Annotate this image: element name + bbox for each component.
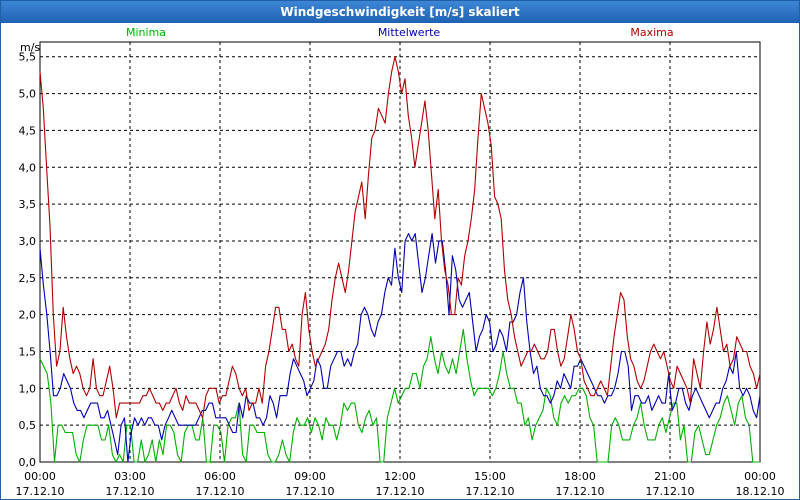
- x-tick-time: 00:00: [744, 470, 776, 483]
- y-tick-label: 0,0: [19, 456, 37, 469]
- x-tick-date: 17.12.10: [16, 485, 65, 498]
- y-tick-label: 1,0: [19, 382, 37, 395]
- legend-mittelwerte: Mittelwerte: [378, 26, 441, 39]
- y-tick-label: 3,5: [19, 198, 37, 211]
- x-tick-time: 00:00: [24, 470, 56, 483]
- y-tick-label: 4,0: [19, 161, 37, 174]
- x-tick-time: 03:00: [114, 470, 146, 483]
- y-tick-label: 4,5: [19, 124, 37, 137]
- legend-minima: Minima: [126, 26, 166, 39]
- x-tick-date: 17.12.10: [376, 485, 425, 498]
- x-tick-time: 21:00: [654, 470, 686, 483]
- x-tick-date: 17.12.10: [286, 485, 335, 498]
- y-tick-label: 3,0: [19, 235, 37, 248]
- x-axis-ticks: 00:00 17.12.10 03:00 17.12.10 06:00 17.12.10 0…: [16, 470, 785, 498]
- y-tick-label: 5,0: [19, 88, 37, 101]
- x-tick-time: 09:00: [294, 470, 326, 483]
- x-tick-date: 17.12.10: [556, 485, 605, 498]
- legend-maxima: Maxima: [630, 26, 673, 39]
- x-tick-time: 06:00: [204, 470, 236, 483]
- x-tick-date: 17.12.10: [646, 485, 695, 498]
- legend: Minima Mittelwerte Maxima: [126, 26, 674, 39]
- series-line-maxima: [39, 56, 761, 419]
- y-axis-label: m/s: [20, 41, 40, 54]
- y-tick-label: 2,5: [19, 272, 37, 285]
- series-line-minima: [39, 328, 760, 463]
- y-tick-label: 0,5: [19, 419, 37, 432]
- y-tick-label: 5,5: [19, 51, 37, 64]
- series-line-mittelwerte: [39, 233, 761, 463]
- x-tick-date: 17.12.10: [196, 485, 245, 498]
- x-tick-time: 18:00: [564, 470, 596, 483]
- x-tick-date: 17.12.10: [466, 485, 515, 498]
- x-tick-time: 12:00: [384, 470, 416, 483]
- series-lines: [39, 56, 761, 463]
- window-title: Windgeschwindigkeit [m/s] skaliert: [1, 1, 799, 23]
- x-tick-date: 18.12.10: [736, 485, 785, 498]
- y-tick-label: 1,5: [19, 345, 37, 358]
- x-tick-date: 17.12.10: [106, 485, 155, 498]
- y-tick-label: 2,0: [19, 309, 37, 322]
- x-tick-time: 15:00: [474, 470, 506, 483]
- y-axis-ticks: 0,0 0,5 1,0 1,5 2,0 2,5 3,0 3,5 4,0 4,5 5,0 5,5: [19, 51, 37, 469]
